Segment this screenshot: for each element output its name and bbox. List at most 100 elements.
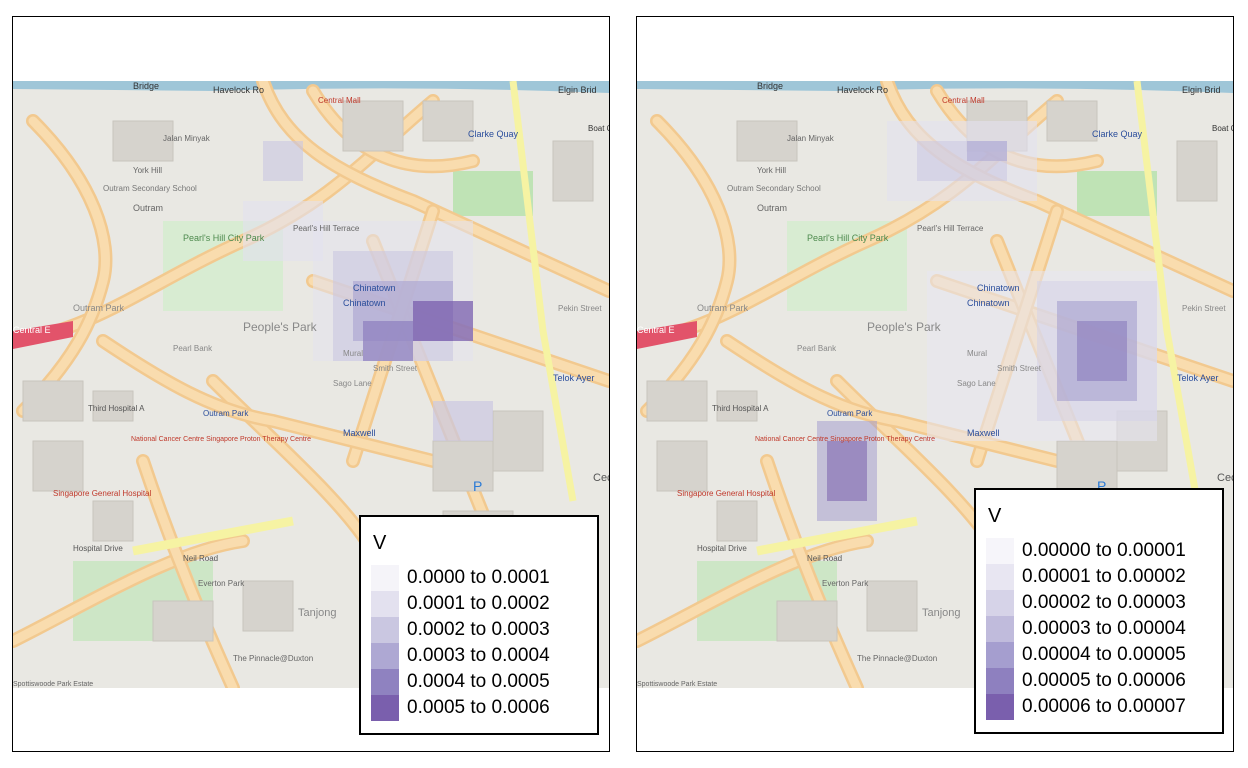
map-label: National Cancer Centre Singapore Proton …: [755, 436, 935, 443]
map-label: Outram: [133, 203, 163, 213]
legend-item: 0.0003 to 0.0004: [371, 643, 587, 669]
map-label: The Pinnacle@Duxton: [233, 654, 313, 663]
legend-label: 0.00001 to 0.00002: [1022, 566, 1186, 587]
map-label: Tanjong: [298, 607, 337, 619]
legend-swatch: [986, 616, 1014, 642]
map-label: Hospital Drive: [697, 544, 747, 553]
neil-road: [756, 516, 918, 556]
map-label: Outram Park: [697, 303, 749, 313]
building: [776, 600, 838, 642]
map-label: Central Mall: [942, 96, 985, 105]
legend: V 0.0000 to 0.0001 0.0001 to 0.0002 0.0002…: [359, 515, 599, 735]
legend-label: 0.00004 to 0.00005: [1022, 644, 1186, 665]
legend-swatch: [371, 591, 399, 617]
building: [1046, 100, 1098, 142]
map-labels: Bridge Havelock Ro Central Mall Clarke Quay…: [637, 81, 1233, 688]
map-label: Chinatown: [967, 298, 1010, 308]
legend-swatch: [986, 668, 1014, 694]
map-label: Singapore General Hospital: [53, 489, 152, 498]
map-label: Central Mall: [318, 96, 361, 105]
map-label: Spottiswoode Park Estate: [637, 681, 717, 688]
basemap-left: Bridge Havelock Ro Central Mall Clarke Quay…: [13, 81, 609, 688]
map-label: Mural: [343, 349, 363, 358]
heatmap-overlay: [817, 121, 1157, 521]
map-label: Boat Quay: [588, 124, 609, 133]
road: [138, 456, 238, 688]
legend-swatch: [371, 669, 399, 695]
map-label: Outram Secondary School: [727, 184, 821, 193]
map-label: Havelock Ro: [837, 85, 888, 95]
legend-item: 0.00003 to 0.00004: [986, 616, 1212, 642]
map-label: Ceci: [593, 472, 609, 484]
map-label: York Hill: [757, 166, 786, 175]
road: [258, 81, 609, 296]
building: [492, 410, 544, 472]
map-label: Pearl's Hill Terrace: [917, 224, 984, 233]
map-label: National Cancer Centre Singapore Proton …: [131, 436, 311, 443]
road: [722, 336, 1062, 466]
map-label: Singapore General Hospital: [677, 489, 776, 498]
map-label: Chinatown: [353, 283, 396, 293]
map-label: Everton Park: [198, 579, 245, 588]
map-label: Pearl's Hill City Park: [807, 233, 889, 243]
road: [642, 116, 734, 416]
map-label: Pearl Bank: [173, 344, 213, 353]
road: [98, 336, 438, 466]
map-label: Ceci: [1217, 472, 1233, 484]
building: [656, 440, 708, 492]
secondary-road: [1133, 81, 1201, 502]
map-label: Elgin Brid: [1182, 85, 1221, 95]
heat-cell: [243, 201, 323, 261]
legend-item: 0.00004 to 0.00005: [986, 642, 1212, 668]
heat-cell: [413, 301, 473, 341]
map-label: Smith Street: [997, 364, 1042, 373]
map-label: Third Hospital A: [712, 404, 769, 413]
map-label: Mural: [967, 349, 987, 358]
map-label: Outram: [757, 203, 787, 213]
map-label: Maxwell: [967, 428, 1000, 438]
map-label: Telok Ayer: [1177, 373, 1218, 383]
heat-cell: [363, 321, 413, 361]
map-label: Jalan Minyak: [787, 134, 835, 143]
map-label: Telok Ayer: [553, 373, 594, 383]
building: [342, 100, 404, 152]
map-label: Pekin Street: [558, 304, 602, 313]
map-label: Clarke Quay: [1092, 129, 1143, 139]
building: [432, 440, 494, 492]
heat-cell: [1077, 321, 1127, 381]
expressway: [637, 321, 697, 349]
map-label: Chinatown: [343, 298, 386, 308]
map-canvas: Bridge Havelock Ro Central Mall Clarke Quay…: [13, 81, 609, 688]
legend-title: V: [373, 532, 387, 554]
road: [18, 116, 110, 416]
legend-label: 0.0002 to 0.0003: [407, 619, 550, 640]
building: [1176, 140, 1218, 202]
building: [866, 580, 918, 632]
legend-item: 0.00002 to 0.00003: [986, 590, 1212, 616]
map-label: Pearl's Hill Terrace: [293, 224, 360, 233]
map-label: Spottiswoode Park Estate: [13, 681, 93, 688]
map-label: Tanjong: [922, 607, 961, 619]
map-label: Pekin Street: [1182, 304, 1226, 313]
road: [13, 536, 248, 646]
map-label: Outram Park: [203, 409, 249, 418]
map-label: Pearl Bank: [797, 344, 837, 353]
secondary-road: [509, 81, 577, 502]
map-label: Bridge: [757, 81, 783, 91]
building: [112, 120, 174, 162]
legend-label: 0.00006 to 0.00007: [1022, 696, 1186, 717]
legend-swatch: [986, 642, 1014, 668]
park-area: [1077, 171, 1157, 216]
map-label: Outram Secondary School: [103, 184, 197, 193]
map-label: Chinatown: [977, 283, 1020, 293]
legend-label: 0.0005 to 0.0006: [407, 697, 550, 718]
map-label: P: [473, 478, 482, 494]
legend-swatch: [371, 695, 399, 721]
map-label: Sago Lane: [333, 379, 372, 388]
building: [646, 380, 708, 422]
map-label: Jalan Minyak: [163, 134, 211, 143]
legend-label: 0.00005 to 0.00006: [1022, 670, 1186, 691]
park-area: [453, 171, 533, 216]
legend-item: 0.0001 to 0.0002: [371, 591, 587, 617]
building: [22, 380, 84, 422]
